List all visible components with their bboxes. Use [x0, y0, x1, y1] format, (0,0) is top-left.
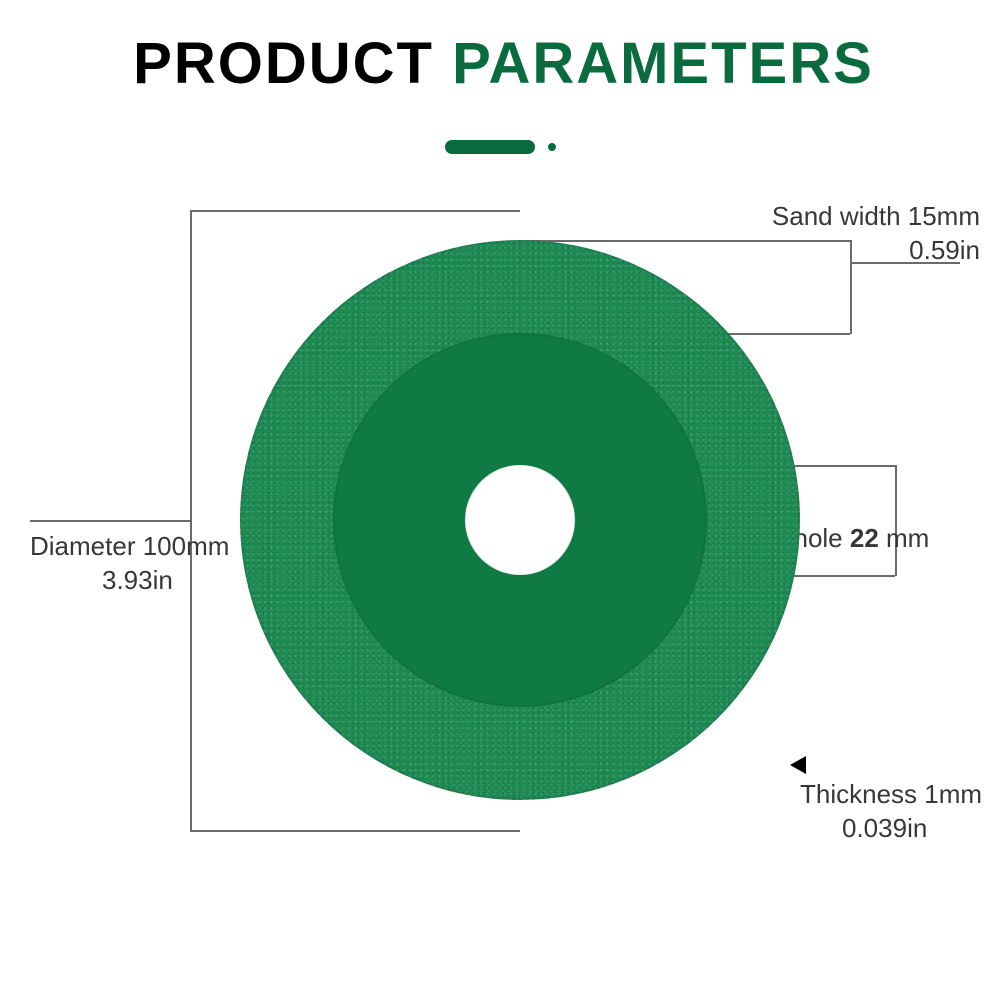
bracket-diameter-bottom — [190, 830, 520, 832]
page-title: PRODUCT PARAMETERS — [0, 30, 1007, 97]
label-sand-line1: Sand width 15mm — [772, 201, 980, 231]
title-word-1: PRODUCT — [133, 31, 434, 96]
label-diameter-line2: 3.93in — [30, 564, 229, 598]
bracket-diameter-top — [190, 210, 520, 212]
bracket-diameter-vertical — [190, 210, 192, 831]
label-thickness-line2: 0.039in — [800, 812, 982, 846]
title-word-2: PARAMETERS — [452, 31, 874, 96]
accent-bar — [445, 140, 535, 154]
accent-dot — [548, 143, 556, 151]
pointer-thickness-icon — [790, 756, 806, 774]
bracket-diameter-tick — [30, 520, 190, 522]
bracket-inner-vertical — [895, 465, 897, 576]
disc-inner-hole — [465, 465, 575, 575]
label-diameter: Diameter 100mm 3.93in — [30, 530, 229, 598]
label-diameter-line1: Diameter 100mm — [30, 531, 229, 561]
page: PRODUCT PARAMETERS Diameter 100mm 3.93in… — [0, 0, 1007, 1001]
label-thickness: Thickness 1mm 0.039in — [800, 778, 982, 846]
label-inner-value: 22 — [850, 523, 879, 553]
label-inner-suffix: mm — [879, 523, 930, 553]
disc — [240, 240, 800, 800]
label-thickness-line1: Thickness 1mm — [800, 779, 982, 809]
